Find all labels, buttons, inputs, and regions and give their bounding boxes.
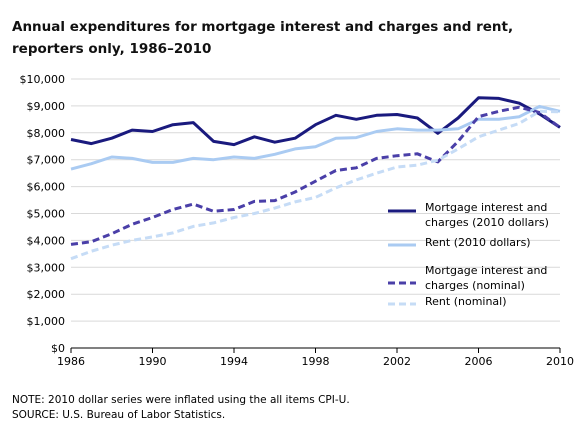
y-tick-label: $1,000 (27, 315, 66, 328)
legend: Mortgage interest and charges (2010 dolla… (388, 201, 549, 308)
source-text: SOURCE: U.S. Bureau of Labor Statistics. (12, 409, 226, 421)
legend-label-1: Mortgage interest and charges (2010 dolla… (425, 201, 549, 229)
legend-label-line: Mortgage interest and (425, 201, 547, 214)
x-tick-label: 2002 (383, 355, 411, 368)
y-tick-label: $2,000 (27, 288, 66, 301)
series-line-3 (70, 105, 561, 246)
axes: $0 $1,000 $2,000 $3,000 $4,000 $5,000 $6,000 $7… (20, 73, 575, 368)
legend-label-line: Mortgage interest and (425, 264, 547, 277)
x-tick-label: 2010 (546, 355, 574, 368)
y-tick-label: $4,000 (27, 234, 66, 247)
chart-title-line-1: Annual expenditures for mortgage interes… (12, 19, 514, 35)
legend-label-line: Rent (nominal) (425, 295, 507, 308)
legend-label-4: Rent (nominal) (425, 295, 507, 308)
y-tick-label: $5,000 (27, 208, 66, 221)
series-line-2 (70, 104, 561, 171)
chart-title-line-2: reporters only, 1986–2010 (12, 41, 212, 57)
legend-label-line: charges (nominal) (425, 279, 525, 292)
x-tick-label: 1990 (139, 355, 167, 368)
x-tick-label: 1998 (302, 355, 330, 368)
note-text: NOTE: 2010 dollar series were inflated u… (12, 394, 350, 406)
y-tick-label: $7,000 (27, 154, 66, 167)
legend-label-line: charges (2010 dollars) (425, 216, 549, 229)
y-tick-label: $9,000 (27, 100, 66, 113)
y-tick-label: $6,000 (27, 181, 66, 194)
legend-label-line: Rent (2010 dollars) (425, 236, 531, 249)
gridlines (71, 78, 560, 322)
y-tick-label: $8,000 (27, 127, 66, 140)
y-tick-label: $3,000 (27, 261, 66, 274)
footnotes: NOTE: 2010 dollar series were inflated u… (12, 393, 350, 423)
y-tick-label: $0 (51, 342, 65, 355)
legend-label-3: Mortgage interest and charges (nominal) (425, 264, 547, 292)
chart-title: Annual expenditures for mortgage interes… (12, 16, 572, 60)
series-line-1 (70, 96, 561, 147)
series-lines (70, 96, 561, 261)
x-tick-label: 1994 (220, 355, 248, 368)
x-tick-label: 2006 (465, 355, 493, 368)
y-tick-label: $10,000 (20, 73, 66, 86)
x-tick-label: 1986 (57, 355, 85, 368)
legend-label-2: Rent (2010 dollars) (425, 236, 531, 249)
